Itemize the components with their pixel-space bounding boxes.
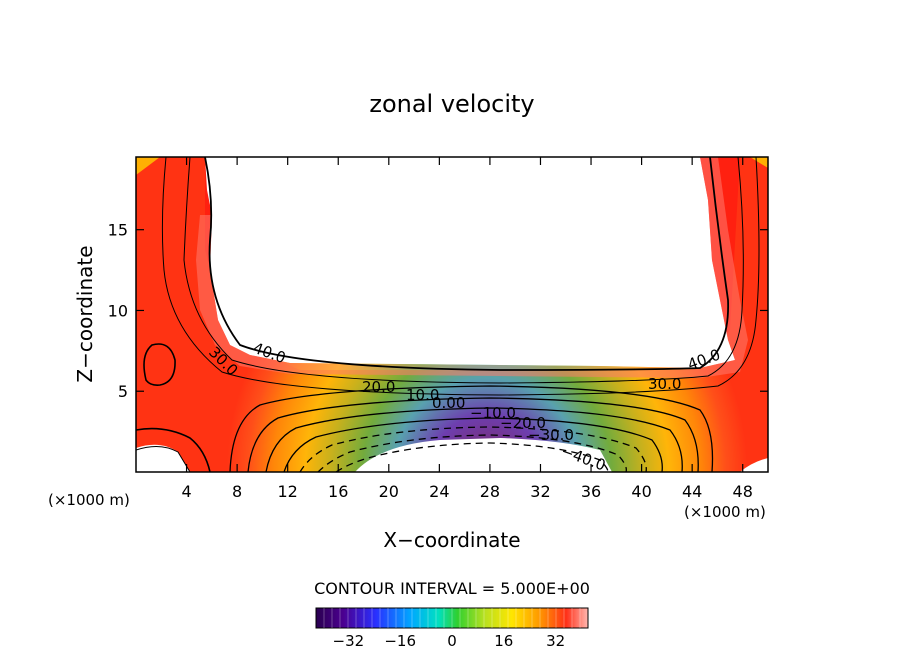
x-tick-label: 24 [429, 482, 449, 501]
y-tick-label: 5 [118, 382, 128, 401]
x-tick-label: 16 [328, 482, 348, 501]
contour-label: −10.0 [470, 404, 516, 422]
x-tick-label: 36 [581, 482, 601, 501]
x-tick-label: 32 [530, 482, 550, 501]
y-tick-label: 15 [108, 221, 128, 240]
contour-lines [136, 157, 760, 472]
contour-interval-text: CONTOUR INTERVAL = 5.000E+00 [314, 579, 590, 598]
x-tick-label: 28 [480, 482, 500, 501]
x-tick-label: 20 [379, 482, 399, 501]
y-axis: 5 10 15 [108, 221, 768, 401]
y-axis-label: Z−coordinate [73, 245, 97, 382]
contour-label: −30.0 [528, 426, 574, 444]
contour-label: 0.00 [432, 394, 465, 412]
masked-region [205, 157, 735, 368]
x-axis: 4 8 12 16 20 24 28 32 36 40 44 48 [181, 157, 753, 501]
x-unit-right: (×1000 m) [684, 503, 766, 521]
colorbar-tick-label: 0 [447, 632, 457, 650]
contour-label: 10.0 [406, 386, 439, 404]
x-axis-label: X−coordinate [383, 528, 520, 552]
contour-label: 30.0 [648, 375, 681, 393]
colorbar-tick-label: 32 [546, 632, 565, 650]
x-tick-label: 48 [733, 482, 753, 501]
x-tick-label: 44 [682, 482, 702, 501]
plot-frame [135, 156, 769, 473]
colorbar: −32 −16 0 16 32 [315, 607, 589, 650]
y-tick-label: 10 [108, 301, 128, 320]
x-tick-label: 12 [278, 482, 298, 501]
x-tick-label: 8 [232, 482, 242, 501]
colorbar-tick-label: −32 [333, 632, 365, 650]
colorbar-tick-label: −16 [384, 632, 416, 650]
chart-title: zonal velocity [369, 90, 534, 118]
colorbar-tick-label: 16 [494, 632, 513, 650]
x-tick-label: 40 [631, 482, 651, 501]
contour-label: 20.0 [362, 378, 395, 396]
contour-field: 40.0 30.0 20.0 10.0 0.00 −10.0 −20.0 −30… [136, 157, 768, 472]
colorbar-ticks: −32 −16 0 16 32 [323, 608, 581, 650]
colorbar-fill [315, 607, 589, 629]
x-unit-left: (×1000 m) [48, 491, 130, 509]
x-tick-label: 4 [181, 482, 191, 501]
contour-label: −20.0 [500, 414, 546, 432]
